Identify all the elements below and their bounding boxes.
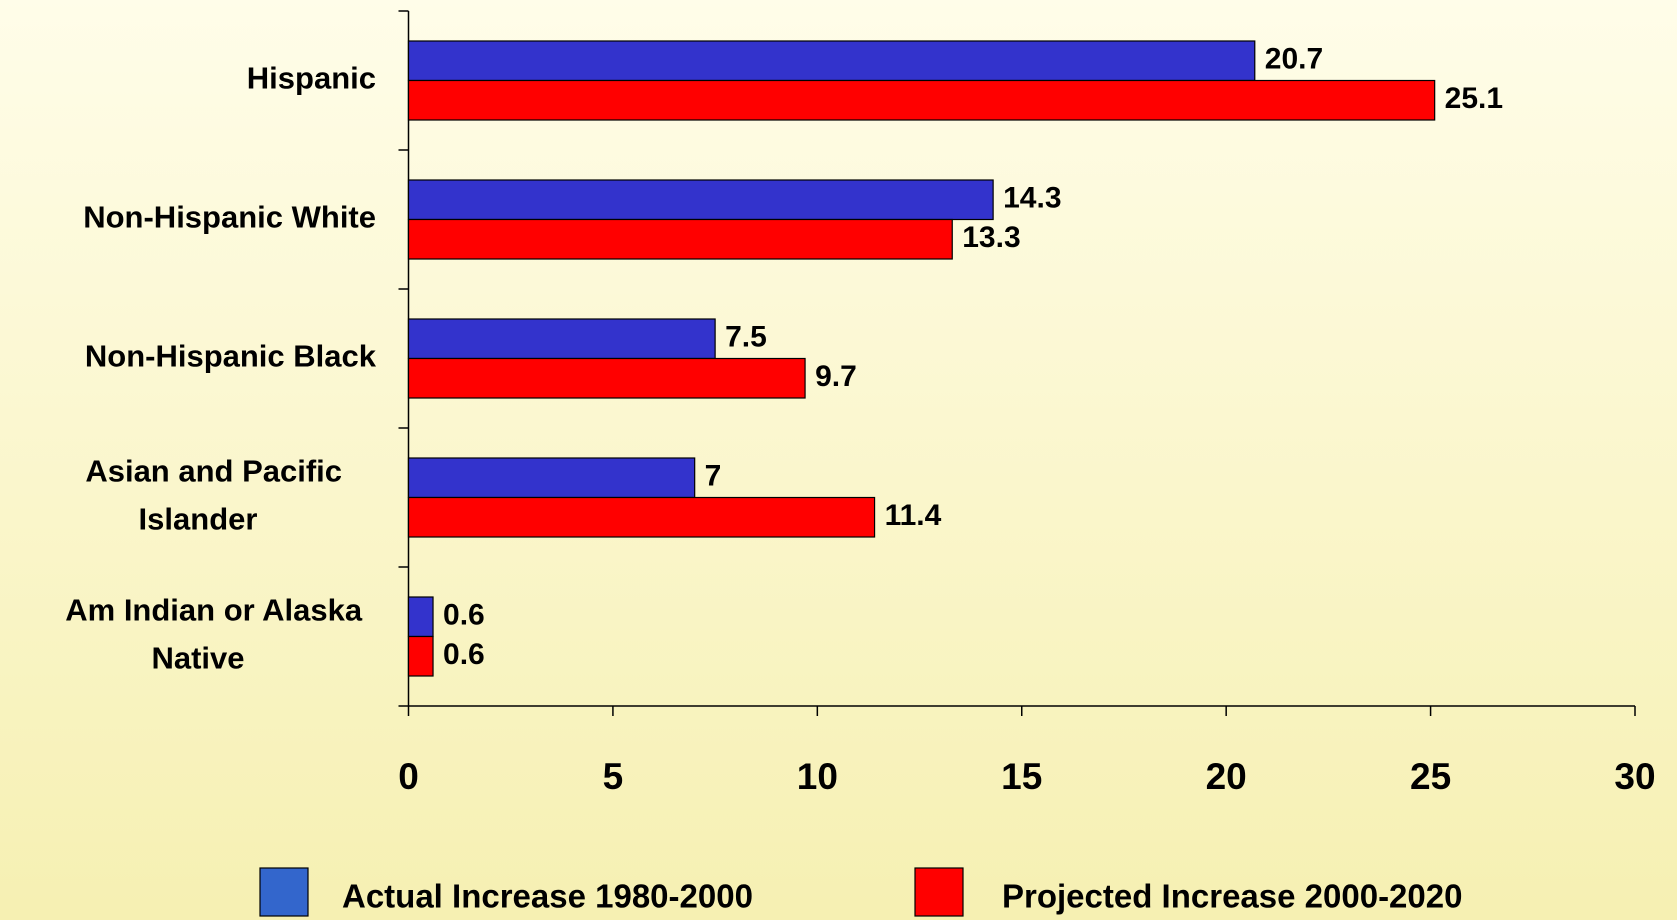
bar [407, 457, 696, 499]
value-label: 9.7 [815, 360, 857, 393]
label-line: Native [151, 641, 244, 676]
y-tick-label: Hispanic [247, 61, 376, 96]
legend-label: Actual Increase 1980-2000 [342, 878, 753, 915]
value-label: 7.5 [725, 321, 767, 354]
label-line: Am Indian or Alaska [65, 593, 371, 628]
bar [407, 635, 434, 677]
bar [407, 318, 716, 360]
label-line: Islander [139, 502, 258, 537]
value-label: 7 [705, 460, 722, 493]
legend-swatch [914, 867, 964, 917]
value-label: 0.6 [443, 638, 485, 671]
bar [407, 40, 1256, 82]
value-label: 14.3 [1003, 182, 1061, 215]
value-label: 0.6 [443, 599, 485, 632]
y-tick-label: Asian and Pacific Islander [85, 454, 350, 537]
value-label: 25.1 [1445, 82, 1503, 115]
bar [407, 596, 434, 638]
x-tick-label: 15 [1001, 756, 1042, 797]
x-tick-label: 20 [1206, 756, 1247, 797]
y-tick-label: Non-Hispanic Black [85, 339, 377, 374]
y-tick-label: Am Indian or Alaska Native [65, 593, 371, 676]
value-label: 20.7 [1265, 43, 1323, 76]
bar [407, 218, 953, 260]
x-tick-label: 30 [1614, 756, 1655, 797]
bar [407, 179, 994, 221]
bar [407, 79, 1436, 121]
x-tick-label: 0 [398, 756, 419, 797]
x-tick-label: 10 [797, 756, 838, 797]
value-label: 11.4 [885, 499, 942, 532]
x-tick-label: 5 [603, 756, 624, 797]
bar [407, 496, 876, 538]
x-tick-label: 25 [1410, 756, 1451, 797]
legend-swatch [259, 867, 309, 917]
legend-label: Projected Increase 2000-2020 [1002, 878, 1462, 915]
y-tick-label: Non-Hispanic White [83, 200, 376, 235]
value-label: 13.3 [962, 221, 1020, 254]
bar [407, 357, 806, 399]
label-line: Asian and Pacific [85, 454, 350, 489]
